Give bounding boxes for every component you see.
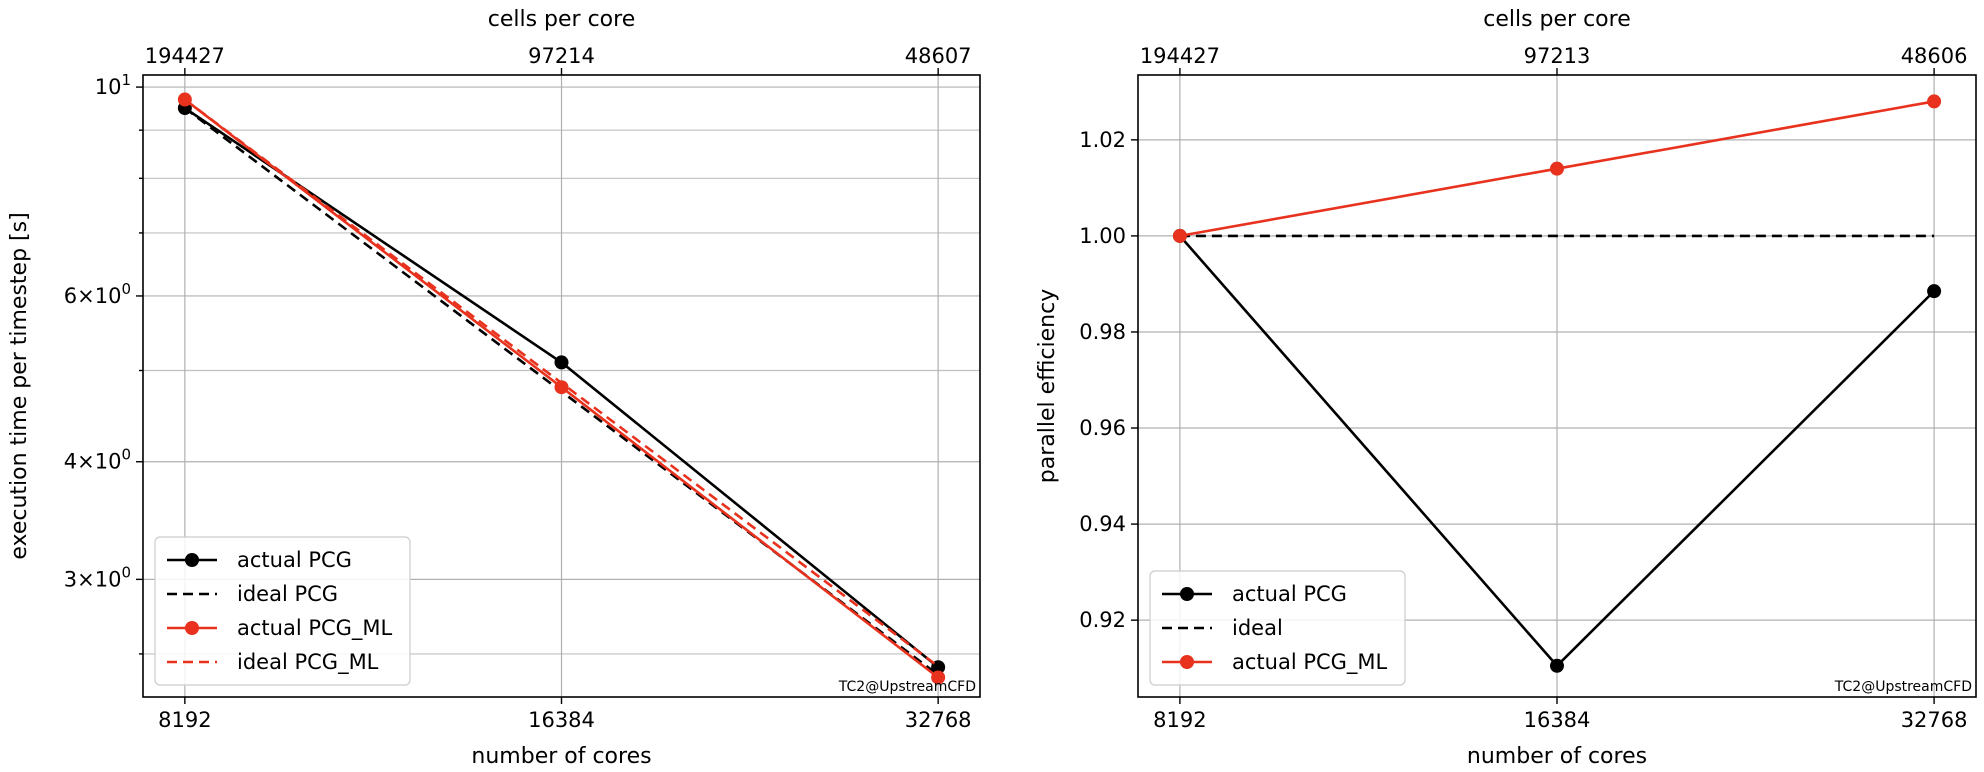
y-tick-base: 6×10 <box>64 284 122 308</box>
x-axis-label: number of cores <box>1467 744 1647 769</box>
y-tick-base: 10 <box>95 75 122 99</box>
x-tick-label: 32768 <box>1901 708 1968 732</box>
y-tick-label: 0.94 <box>1079 512 1126 536</box>
data-point <box>1172 228 1187 243</box>
top-x-tick-label: 194427 <box>1140 44 1220 68</box>
legend-box <box>154 536 411 686</box>
top-x-tick-label: 48606 <box>1901 44 1968 68</box>
legend-entry: actual PCG_ML <box>1232 650 1388 675</box>
y-tick-exponent: 0 <box>121 446 131 464</box>
y-tick-base: 4×10 <box>64 450 122 474</box>
y-tick-label: 0.92 <box>1079 608 1126 632</box>
series-line-ideal-pcg-ml <box>184 98 939 668</box>
x-tick-label: 32768 <box>905 708 972 732</box>
data-point <box>554 380 569 395</box>
x-tick-label: 16384 <box>1524 708 1591 732</box>
x-tick-label: 16384 <box>528 708 595 732</box>
y-tick-exponent: 0 <box>121 563 131 581</box>
legend-swatch-marker <box>1180 655 1194 669</box>
legend-box <box>1149 570 1406 686</box>
top-x-tick-label: 97214 <box>528 44 595 68</box>
legend-entry: actual PCG <box>237 548 352 572</box>
legend-entry: ideal PCG_ML <box>237 650 379 675</box>
y-tick-exponent: 1 <box>121 71 131 89</box>
y-axis-label: execution time per timestep [s] <box>7 212 32 559</box>
y-axis-label: parallel efficiency <box>1035 289 1060 483</box>
data-point <box>1927 94 1942 109</box>
data-point <box>1927 284 1942 299</box>
top-x-tick-label: 97213 <box>1524 44 1591 68</box>
data-point <box>1550 161 1564 176</box>
y-tick-label: 4×100 <box>64 446 131 474</box>
data-point <box>931 670 946 685</box>
y-tick-label: 1.00 <box>1079 224 1126 248</box>
legend-entry: actual PCG_ML <box>237 616 393 641</box>
y-tick-label: 1.02 <box>1079 128 1126 152</box>
x-axis-label: number of cores <box>471 744 651 769</box>
legend: actual PCG ideal actual PCG_ML <box>1149 570 1406 686</box>
legend-entry: actual PCG <box>1232 582 1347 606</box>
top-x-axis-label: cells per core <box>488 7 636 32</box>
y-tick-label: 3×100 <box>64 563 131 591</box>
top-x-tick-label: 194427 <box>145 44 225 68</box>
y-tick-base: 3×10 <box>64 567 122 591</box>
x-tick-label: 8192 <box>158 708 211 732</box>
x-tick-label: 8192 <box>1153 708 1206 732</box>
top-x-tick-label: 48607 <box>905 44 972 68</box>
watermark: TC2@UpstreamCFD <box>1834 679 1972 695</box>
legend-swatch-marker <box>185 621 199 635</box>
chart-2: 8192 16384 32768 194427 97213 48606 0.92 0.94 0.… <box>1035 7 1977 769</box>
data-point <box>1550 658 1564 673</box>
legend-entry: ideal <box>1232 616 1283 640</box>
y-tick-exponent: 0 <box>121 280 131 298</box>
legend-entry: ideal PCG <box>237 582 338 606</box>
y-tick-label: 0.98 <box>1079 320 1126 344</box>
legend-swatch-marker <box>1180 587 1194 601</box>
top-x-axis-label: cells per core <box>1483 7 1631 32</box>
data-point <box>554 355 569 370</box>
y-tick-label: 0.96 <box>1079 416 1126 440</box>
y-tick-label: 101 <box>95 71 131 99</box>
legend-swatch-marker <box>185 553 199 567</box>
watermark: TC2@UpstreamCFD <box>838 679 976 695</box>
y-tick-label: 6×100 <box>64 280 131 308</box>
